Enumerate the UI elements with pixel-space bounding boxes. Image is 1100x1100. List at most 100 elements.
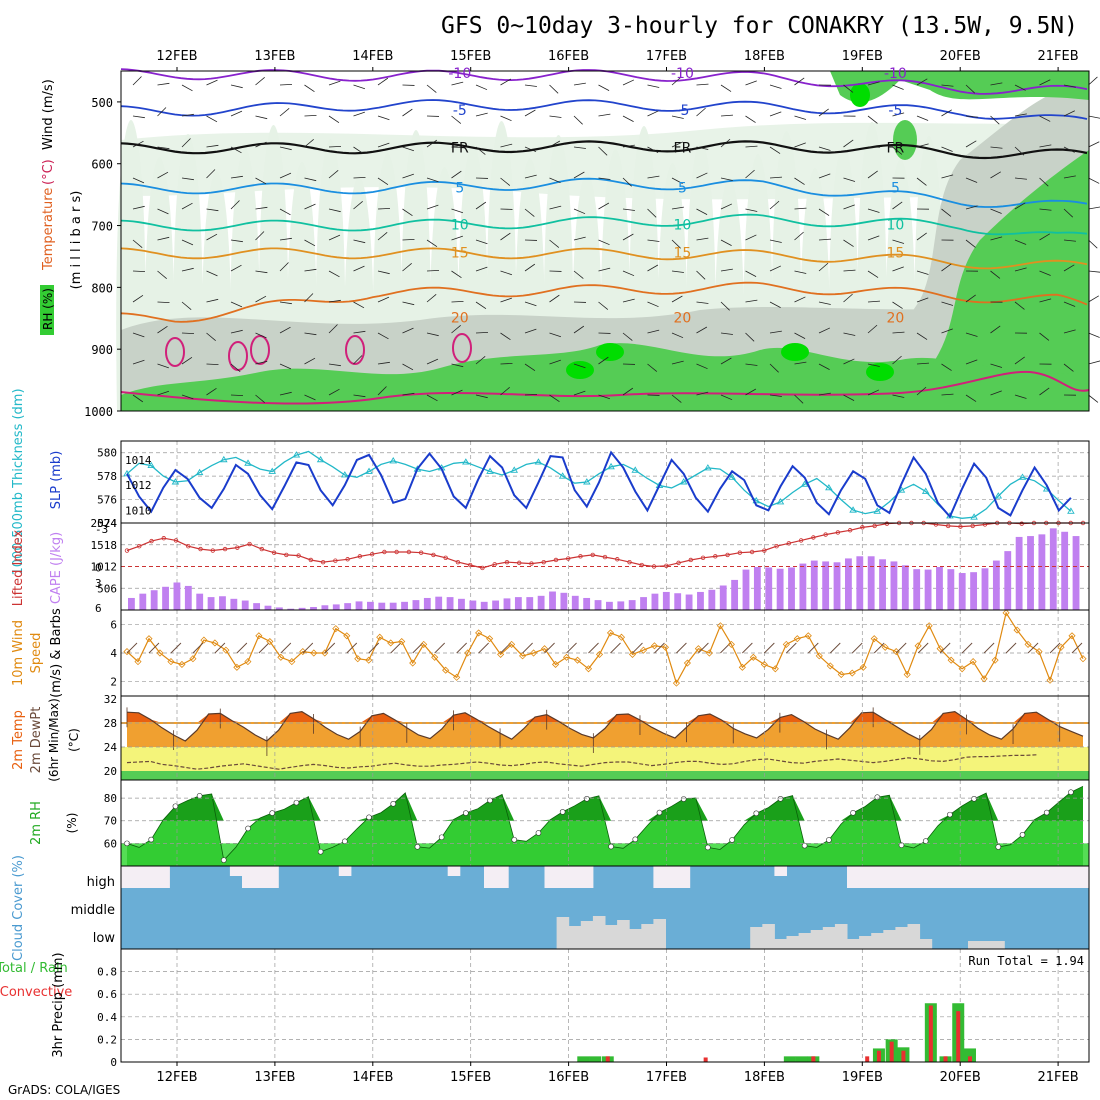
thickness-marker [921,487,930,494]
wind-barb [671,332,684,339]
cape-bar [446,597,454,610]
wind-barb [377,231,388,241]
wind-speed-marker [409,659,417,667]
wind-barb [622,270,635,277]
wind-barb [475,201,487,210]
wind-barb [671,239,681,249]
cape-bar [412,600,420,610]
precip-conv-bar [956,1011,961,1062]
wind-barb-10m [588,642,599,654]
y-tick-label: 800 [91,281,113,295]
wind-barb [402,146,415,152]
wind-speed-marker [859,663,867,671]
wind-barb [328,208,341,213]
wind-barb [206,144,219,148]
wind-barb [328,145,342,148]
wind-barb [696,270,706,280]
wind-barb [720,84,732,92]
cloud-high-gap [677,866,691,888]
temp-tick: 20 [104,765,117,778]
wind-barb [132,140,144,148]
wind-barb [279,146,292,151]
wind-barb [426,139,438,148]
cape-tick: 1012 [91,561,118,574]
cloud-high-gap [556,866,570,888]
lifted-index-marker [541,559,546,565]
cloud-low-gap [992,941,1005,949]
cloud-high-gap [665,866,679,888]
cape-bar [970,572,978,610]
wind-barb [573,325,585,334]
cape-bar [401,601,408,610]
wind-barb [132,115,145,119]
wind-speed-marker [167,658,175,666]
wind-barb [157,301,170,304]
date-label-top: 13FEB [254,49,295,64]
wind-barb [671,295,683,303]
y-tick-label: 600 [91,158,113,172]
wind-barb [549,294,560,303]
wind-barb [206,298,219,303]
cloud-high-gap [895,866,908,888]
cape-bar [822,561,830,610]
wind-barb [867,115,878,124]
wind-barb [353,394,366,398]
wind-barb [132,76,142,86]
wind-barb [745,299,758,303]
wind-barb [181,202,193,210]
wind-barb [524,263,536,272]
wind-barb [132,294,144,303]
wind-barb [647,363,658,372]
cape-bar [753,567,761,610]
wind-barb [157,390,170,396]
wind-barb [941,208,952,217]
thickness-marker [341,471,349,478]
wind-speed-marker [189,655,197,663]
cloud-low-gap [895,927,908,949]
ylabel-total-rain: Total / Rain [0,961,68,976]
wind-barb-10m [764,642,775,654]
lifted-index-marker [823,532,828,537]
rh2m-marker [317,848,324,855]
cloud-low-gap [568,926,582,949]
wind-barb [696,237,709,241]
thickness-marker [800,480,809,487]
wind-speed-marker [683,659,691,667]
cloud-low-gap [592,916,606,949]
wind-barb [500,270,513,276]
wind-barb [916,386,927,396]
lifted-index-marker [1019,521,1024,526]
cape-bar [378,602,386,610]
wind-barb [598,239,610,246]
isotherm-label: -5 [453,103,467,119]
precip-total-bar [963,1048,976,1062]
wind-barb [255,206,268,210]
wind-barb [671,141,684,148]
wind-barb [598,113,611,117]
rh2m-marker [487,797,493,804]
rh2m-marker [148,836,155,843]
wind-barb [230,329,243,334]
wind-barb [500,332,511,341]
wind-barb [500,386,510,396]
cape-tick: 2024 [91,517,118,530]
wind-speed-marker [486,635,494,643]
lifted-index-marker [210,548,215,553]
wind-speed-marker [947,656,955,664]
rh2m-marker [269,810,276,816]
cloud-high-gap [653,866,666,888]
wind-barb [941,263,952,272]
isotherm-label: 20 [886,310,904,326]
wind-speed-marker [288,658,296,666]
wind-barb [916,270,929,275]
wind-barb [255,360,268,365]
wind-barb [696,391,709,396]
thickness-tick: 576 [97,494,117,507]
wind-barb-10m [1071,642,1083,654]
wind-barb [1063,175,1076,179]
wind-barb [843,239,854,247]
wind-barb [745,332,755,342]
wind-barb [426,394,438,402]
cape-bar [628,600,636,610]
wind-barb [255,115,268,120]
